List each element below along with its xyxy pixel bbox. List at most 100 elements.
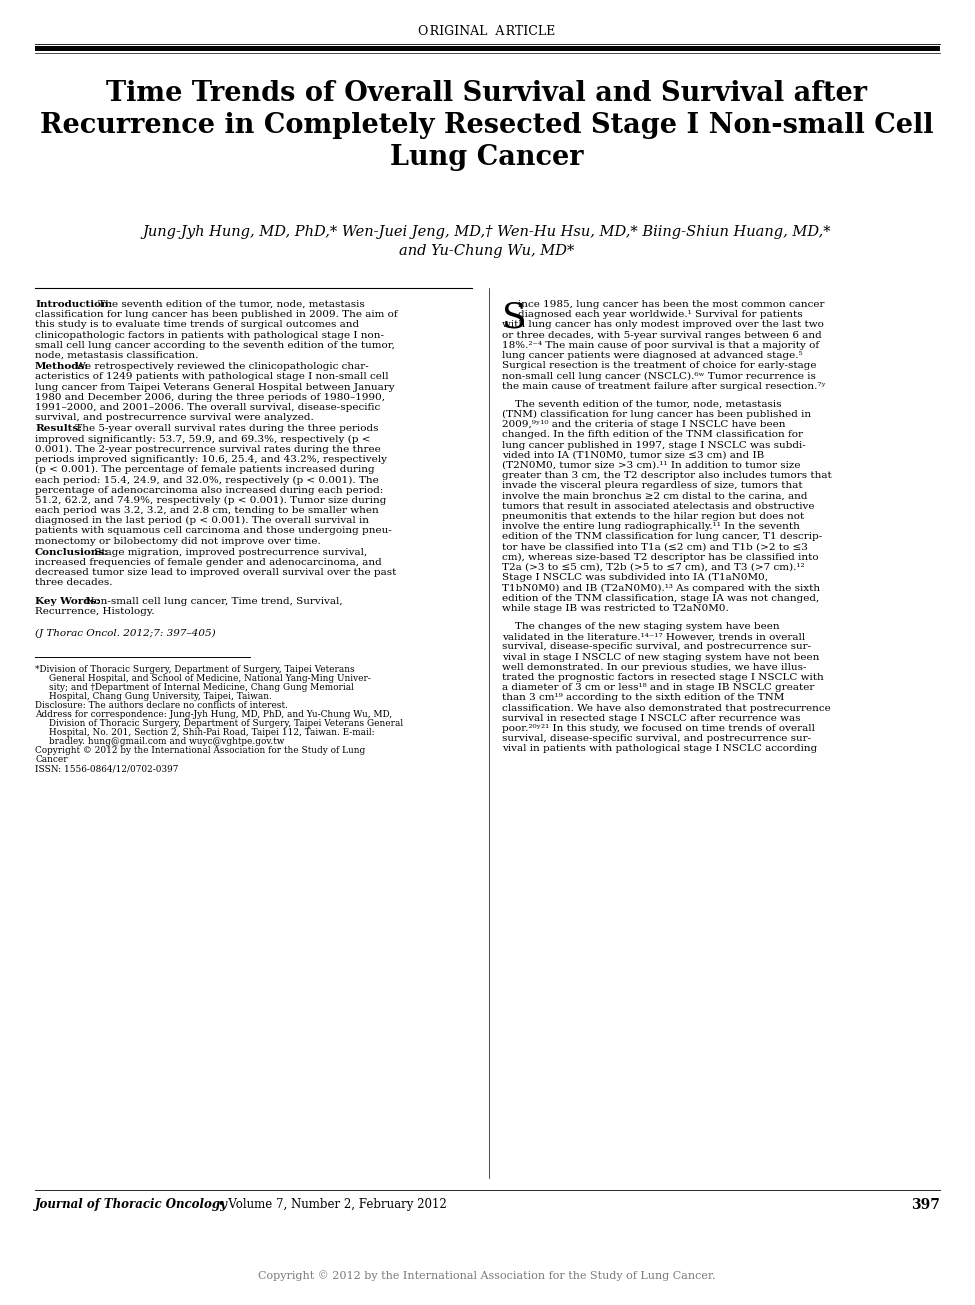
Text: tumors that result in associated atelectasis and obstructive: tumors that result in associated atelect… (502, 502, 814, 510)
Text: classification. We have also demonstrated that postrecurrence: classification. We have also demonstrate… (502, 703, 831, 713)
Text: survival in resected stage I NSCLC after recurrence was: survival in resected stage I NSCLC after… (502, 714, 800, 723)
Text: three decades.: three decades. (35, 578, 112, 587)
Text: edition of the TNM classification, stage IA was not changed,: edition of the TNM classification, stage… (502, 594, 819, 603)
Text: periods improved significantly: 10.6, 25.4, and 43.2%, respectively: periods improved significantly: 10.6, 25… (35, 455, 387, 465)
Text: than 3 cm¹⁹ according to the sixth edition of the TNM: than 3 cm¹⁹ according to the sixth editi… (502, 693, 784, 702)
Text: Conclusions:: Conclusions: (35, 548, 109, 557)
Text: each period was 3.2, 3.2, and 2.8 cm, tending to be smaller when: each period was 3.2, 3.2, and 2.8 cm, te… (35, 506, 378, 515)
Text: small cell lung cancer according to the seventh edition of the tumor,: small cell lung cancer according to the … (35, 341, 395, 350)
Text: The 5-year overall survival rates during the three periods: The 5-year overall survival rates during… (72, 424, 378, 433)
Text: Time Trends of Overall Survival and Survival after: Time Trends of Overall Survival and Surv… (106, 80, 868, 107)
Text: Lung Cancer: Lung Cancer (390, 144, 584, 171)
Text: Stage I NSCLC was subdivided into IA (T1aN0M0,: Stage I NSCLC was subdivided into IA (T1… (502, 573, 768, 582)
Text: survival, disease-specific survival, and postrecurrence sur-: survival, disease-specific survival, and… (502, 642, 811, 651)
Text: Jung-Jyh Hung, MD, PhD,* Wen-Juei Jeng, MD,† Wen-Hu Hsu, MD,* Biing-Shiun Huang,: Jung-Jyh Hung, MD, PhD,* Wen-Juei Jeng, … (142, 224, 832, 239)
Text: ince 1985, lung cancer has been the most common cancer: ince 1985, lung cancer has been the most… (518, 300, 825, 309)
Text: The seventh edition of the tumor, node, metastasis: The seventh edition of the tumor, node, … (96, 300, 366, 309)
Text: Division of Thoracic Surgery, Department of Surgery, Taipei Veterans General: Division of Thoracic Surgery, Department… (49, 719, 403, 728)
Text: 1991–2000, and 2001–2006. The overall survival, disease-specific: 1991–2000, and 2001–2006. The overall su… (35, 403, 380, 412)
Text: this study is to evaluate time trends of surgical outcomes and: this study is to evaluate time trends of… (35, 321, 359, 329)
Text: 18%.²⁻⁴ The main cause of poor survival is that a majority of: 18%.²⁻⁴ The main cause of poor survival … (502, 341, 819, 350)
Text: cm), whereas size-based T2 descriptor has be classified into: cm), whereas size-based T2 descriptor ha… (502, 553, 819, 562)
Text: T1bN0M0) and IB (T2aN0M0).¹³ As compared with the sixth: T1bN0M0) and IB (T2aN0M0).¹³ As compared… (502, 583, 820, 592)
Text: (J Thorac Oncol. 2012;7: 397–405): (J Thorac Oncol. 2012;7: 397–405) (35, 629, 215, 638)
Text: poor.²⁰ʸ²¹ In this study, we focused on time trends of overall: poor.²⁰ʸ²¹ In this study, we focused on … (502, 724, 815, 733)
Text: diagnosed in the last period (p < 0.001). The overall survival in: diagnosed in the last period (p < 0.001)… (35, 517, 369, 526)
Text: clinicopathologic factors in patients with pathological stage I non-: clinicopathologic factors in patients wi… (35, 330, 384, 339)
Text: Introduction:: Introduction: (35, 300, 112, 309)
Text: diagnosed each year worldwide.¹ Survival for patients: diagnosed each year worldwide.¹ Survival… (518, 311, 802, 320)
Text: Address for correspondence: Jung-Jyh Hung, MD, PhD, and Yu-Chung Wu, MD,: Address for correspondence: Jung-Jyh Hun… (35, 710, 392, 719)
Bar (35, 46, 940, 51)
Text: vival in patients with pathological stage I NSCLC according: vival in patients with pathological stag… (502, 744, 817, 753)
Text: invade the visceral pleura regardless of size, tumors that: invade the visceral pleura regardless of… (502, 482, 802, 491)
Text: Copyright © 2012 by the International Association for the Study of Lung: Copyright © 2012 by the International As… (35, 746, 366, 756)
Text: Cancer: Cancer (35, 756, 67, 765)
Text: lung cancer patients were diagnosed at advanced stage.⁵: lung cancer patients were diagnosed at a… (502, 351, 802, 360)
Text: bradley. hung@gmail.com and wuyc@vghtpe.gov.tw: bradley. hung@gmail.com and wuyc@vghtpe.… (49, 737, 285, 746)
Text: acteristics of 1249 patients with pathological stage I non-small cell: acteristics of 1249 patients with pathol… (35, 372, 389, 381)
Text: Key Words:: Key Words: (35, 596, 100, 606)
Text: lung cancer published in 1997, stage I NSCLC was subdi-: lung cancer published in 1997, stage I N… (502, 441, 805, 450)
Text: T2a (>3 to ≤5 cm), T2b (>5 to ≤7 cm), and T3 (>7 cm).¹²: T2a (>3 to ≤5 cm), T2b (>5 to ≤7 cm), an… (502, 562, 804, 572)
Text: Surgical resection is the treatment of choice for early-stage: Surgical resection is the treatment of c… (502, 361, 816, 371)
Text: percentage of adenocarcinoma also increased during each period:: percentage of adenocarcinoma also increa… (35, 485, 383, 495)
Text: survival, disease-specific survival, and postrecurrence sur-: survival, disease-specific survival, and… (502, 735, 811, 744)
Text: improved significantly: 53.7, 59.9, and 69.3%, respectively (p <: improved significantly: 53.7, 59.9, and … (35, 435, 370, 444)
Text: validated in the literature.¹⁴⁻¹⁷ However, trends in overall: validated in the literature.¹⁴⁻¹⁷ Howeve… (502, 632, 805, 641)
Text: increased frequencies of female gender and adenocarcinoma, and: increased frequencies of female gender a… (35, 559, 382, 566)
Text: well demonstrated. In our previous studies, we have illus-: well demonstrated. In our previous studi… (502, 663, 806, 672)
Text: and Yu-Chung Wu, MD*: and Yu-Chung Wu, MD* (400, 244, 574, 258)
Text: Results:: Results: (35, 424, 82, 433)
Text: (T2N0M0, tumor size >3 cm).¹¹ In addition to tumor size: (T2N0M0, tumor size >3 cm).¹¹ In additio… (502, 461, 800, 470)
Text: monectomy or bilobectomy did not improve over time.: monectomy or bilobectomy did not improve… (35, 536, 321, 545)
Text: non-small cell lung cancer (NSCLC).⁶ʷ Tumor recurrence is: non-small cell lung cancer (NSCLC).⁶ʷ Tu… (502, 372, 816, 381)
Text: with lung cancer has only modest improved over the last two: with lung cancer has only modest improve… (502, 321, 824, 329)
Text: 397: 397 (911, 1198, 940, 1212)
Text: while stage IB was restricted to T2aN0M0.: while stage IB was restricted to T2aN0M0… (502, 604, 728, 613)
Text: node, metastasis classification.: node, metastasis classification. (35, 351, 198, 360)
Text: General Hospital, and School of Medicine, National Yang-Ming Univer-: General Hospital, and School of Medicine… (49, 675, 370, 684)
Text: S: S (502, 300, 526, 334)
Text: Hospital, Chang Gung University, Taipei, Taiwan.: Hospital, Chang Gung University, Taipei,… (49, 692, 272, 701)
Text: Recurrence in Completely Resected Stage I Non-small Cell: Recurrence in Completely Resected Stage … (40, 112, 934, 140)
Text: Hospital, No. 201, Section 2, Shih-Pai Road, Taipei 112, Taiwan. E-mail:: Hospital, No. 201, Section 2, Shih-Pai R… (49, 728, 374, 737)
Text: Disclosure: The authors declare no conflicts of interest.: Disclosure: The authors declare no confl… (35, 701, 288, 710)
Text: O RIGINAL  A RTICLE: O RIGINAL A RTICLE (418, 25, 556, 38)
Text: lung cancer from Taipei Veterans General Hospital between January: lung cancer from Taipei Veterans General… (35, 382, 395, 391)
Text: the main cause of treatment failure after surgical resection.⁷ʸ: the main cause of treatment failure afte… (502, 381, 826, 390)
Text: Copyright © 2012 by the International Association for the Study of Lung Cancer.: Copyright © 2012 by the International As… (258, 1270, 716, 1280)
Text: The changes of the new staging system have been: The changes of the new staging system ha… (502, 622, 780, 632)
Text: 0.001). The 2-year postrecurrence survival rates during the three: 0.001). The 2-year postrecurrence surviv… (35, 445, 381, 454)
Text: vided into IA (T1N0M0, tumor size ≤3 cm) and IB: vided into IA (T1N0M0, tumor size ≤3 cm)… (502, 450, 764, 459)
Text: decreased tumor size lead to improved overall survival over the past: decreased tumor size lead to improved ov… (35, 568, 397, 577)
Text: or three decades, with 5-year survival ranges between 6 and: or three decades, with 5-year survival r… (502, 330, 822, 339)
Text: patients with squamous cell carcinoma and those undergoing pneu-: patients with squamous cell carcinoma an… (35, 526, 392, 535)
Text: 51.2, 62.2, and 74.9%, respectively (p < 0.001). Tumor size during: 51.2, 62.2, and 74.9%, respectively (p <… (35, 496, 386, 505)
Text: Methods:: Methods: (35, 363, 89, 371)
Text: Non-small cell lung cancer, Time trend, Survival,: Non-small cell lung cancer, Time trend, … (82, 596, 342, 606)
Text: The seventh edition of the tumor, node, metastasis: The seventh edition of the tumor, node, … (502, 399, 782, 408)
Text: tor have be classified into T1a (≤2 cm) and T1b (>2 to ≤3: tor have be classified into T1a (≤2 cm) … (502, 543, 808, 552)
Text: a diameter of 3 cm or less¹⁸ and in stage IB NSCLC greater: a diameter of 3 cm or less¹⁸ and in stag… (502, 684, 814, 692)
Text: (TNM) classification for lung cancer has been published in: (TNM) classification for lung cancer has… (502, 410, 811, 419)
Text: ISSN: 1556-0864/12/0702-0397: ISSN: 1556-0864/12/0702-0397 (35, 765, 178, 773)
Text: *Division of Thoracic Surgery, Department of Surgery, Taipei Veterans: *Division of Thoracic Surgery, Departmen… (35, 666, 355, 675)
Text: vival in stage I NSCLC of new staging system have not been: vival in stage I NSCLC of new staging sy… (502, 652, 819, 662)
Text: pneumonitis that extends to the hilar region but does not: pneumonitis that extends to the hilar re… (502, 512, 804, 521)
Text: Recurrence, Histology.: Recurrence, Histology. (35, 607, 155, 616)
Text: Journal of Thoracic Oncology: Journal of Thoracic Oncology (35, 1198, 228, 1211)
Text: involve the entire lung radiographically.¹¹ In the seventh: involve the entire lung radiographically… (502, 522, 800, 531)
Text: 1980 and December 2006, during the three periods of 1980–1990,: 1980 and December 2006, during the three… (35, 393, 385, 402)
Text: survival, and postrecurrence survival were analyzed.: survival, and postrecurrence survival we… (35, 414, 314, 423)
Text: each period: 15.4, 24.9, and 32.0%, respectively (p < 0.001). The: each period: 15.4, 24.9, and 32.0%, resp… (35, 475, 378, 484)
Text: classification for lung cancer has been published in 2009. The aim of: classification for lung cancer has been … (35, 311, 398, 320)
Text: edition of the TNM classification for lung cancer, T1 descrip-: edition of the TNM classification for lu… (502, 532, 822, 542)
Text: (p < 0.001). The percentage of female patients increased during: (p < 0.001). The percentage of female pa… (35, 465, 374, 474)
Text: trated the prognostic factors in resected stage I NSCLC with: trated the prognostic factors in resecte… (502, 673, 824, 683)
Text: 2009,⁹ʸ¹⁰ and the criteria of stage I NSCLC have been: 2009,⁹ʸ¹⁰ and the criteria of stage I NS… (502, 420, 786, 429)
Text: changed. In the fifth edition of the TNM classification for: changed. In the fifth edition of the TNM… (502, 431, 803, 440)
Text: We retrospectively reviewed the clinicopathologic char-: We retrospectively reviewed the clinicop… (72, 363, 369, 371)
Text: Stage migration, improved postrecurrence survival,: Stage migration, improved postrecurrence… (91, 548, 367, 557)
Text: greater than 3 cm, the T2 descriptor also includes tumors that: greater than 3 cm, the T2 descriptor als… (502, 471, 832, 480)
